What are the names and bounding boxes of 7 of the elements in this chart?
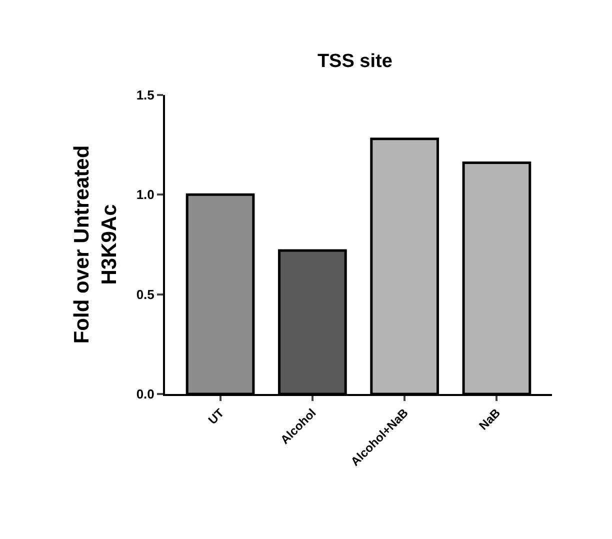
y-tick-label: 0.0 — [136, 386, 154, 402]
y-tick-label: 1.0 — [136, 187, 154, 202]
x-tick-label: UT — [205, 405, 228, 428]
y-tick-label: 0.5 — [136, 286, 154, 302]
y-axis-title: Fold over Untreated H3K9Ac — [70, 145, 121, 344]
chart-title: TSS site — [317, 51, 392, 72]
y-tick-label: 1.5 — [136, 88, 154, 103]
